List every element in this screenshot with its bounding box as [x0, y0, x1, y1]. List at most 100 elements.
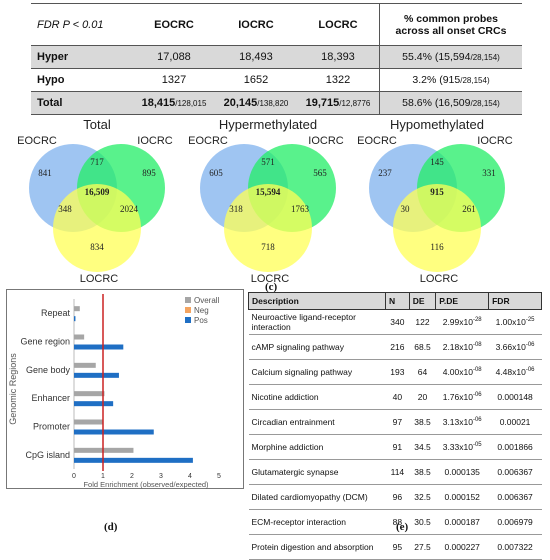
- bar-overall: [74, 362, 96, 368]
- venn-eo-io: 145: [430, 157, 444, 167]
- venn-1: Hypermethylated EOCRC IOCRC LOCRC 605 565 571 1…: [188, 117, 344, 285]
- pathway-de: 20: [417, 392, 428, 402]
- bar-overall: [74, 306, 80, 312]
- summary-table: FDR P < 0.01 EOCRC IOCRC LOCRC % common …: [31, 3, 522, 115]
- pde-mantissa: 0.000135: [444, 467, 480, 477]
- y-tick-label: Repeat: [41, 308, 71, 318]
- pct: 58.6% (16,509: [402, 97, 471, 109]
- venn-all: 15,594: [256, 187, 281, 197]
- row-label: Hypo: [31, 68, 133, 92]
- legend-swatch-neg: [185, 307, 191, 313]
- bar-overall: [74, 391, 105, 397]
- cell: 55.4% (15,594/28,154): [379, 45, 522, 69]
- x-tick-label: 5: [217, 473, 221, 480]
- pde-exponent: -06: [472, 392, 482, 399]
- venn-only-eocrc: 237: [378, 168, 392, 178]
- fdr-mantissa: 4.48x10: [495, 367, 526, 377]
- pathway-description: Neuroactive ligand-receptor interaction: [251, 312, 356, 332]
- x-tick-label: 1: [101, 473, 105, 480]
- venn-label-eocrc: EOCRC: [188, 135, 228, 147]
- pathway-description: Dilated cardiomyopathy (DCM): [251, 492, 368, 502]
- pathway-fdr: 0.00021: [489, 410, 542, 435]
- fdr-mantissa: 0.006367: [497, 467, 533, 477]
- legend-swatch-pos: [185, 317, 191, 323]
- panel-label-e: (e): [396, 521, 409, 533]
- pathway-de: 122: [415, 317, 430, 327]
- cell: 18,415/128,015: [133, 91, 215, 115]
- fdr-mantissa: 0.000148: [497, 392, 533, 402]
- pathway-n: 340: [390, 317, 405, 327]
- chart-frame: [6, 289, 244, 489]
- cell: 58.6% (16,509/28,154): [379, 91, 522, 115]
- val: 18,415: [141, 97, 176, 109]
- den: /12,8776: [339, 99, 371, 108]
- venn-label-eocrc: EOCRC: [17, 135, 57, 147]
- y-tick-label: Gene body: [26, 365, 71, 375]
- pct: 3.2% (915: [412, 74, 461, 86]
- pathway-pde: 1.76x10-06: [436, 385, 489, 410]
- pathway-de: 34.5: [414, 442, 431, 452]
- venn-only-eocrc: 841: [38, 168, 52, 178]
- fdr-exponent: -25: [525, 317, 535, 324]
- fdr-exponent: -06: [525, 367, 535, 374]
- pathway-description: ECM-receptor interaction: [251, 517, 346, 527]
- venn-circle-locrc: [224, 184, 312, 272]
- pathway-pde: 2.18x10-08: [436, 335, 489, 360]
- x-tick-label: 3: [159, 473, 163, 480]
- venn-only-iocrc: 331: [482, 168, 496, 178]
- fdr-mantissa: 0.001866: [497, 442, 533, 452]
- summary-header-row: FDR P < 0.01 EOCRC IOCRC LOCRC % common …: [31, 3, 522, 46]
- pathway-de: 30.5: [414, 517, 431, 527]
- pathway-description: Calcium signaling pathway: [251, 367, 353, 377]
- pathway-fdr: 0.000148: [489, 385, 542, 410]
- pathway-description: Morphine addiction: [251, 442, 324, 452]
- legend-label-neg: Neg: [194, 306, 209, 315]
- pathway-n: 88: [392, 517, 403, 527]
- cell: 18,393: [296, 45, 380, 69]
- cell: 3.2% (915/28,154): [379, 68, 522, 92]
- venn-label-iocrc: IOCRC: [308, 135, 344, 147]
- venn-title: Hypomethylated: [390, 117, 484, 132]
- x-tick-label: 0: [72, 473, 76, 480]
- pathway-fdr: 0.006367: [489, 460, 542, 485]
- den: /138,820: [257, 99, 289, 108]
- venn-2: Hypomethylated EOCRC IOCRC LOCRC 237 331 145 91…: [357, 117, 513, 285]
- fold-enrichment-chart: Repeat Gene region Gene body Enhancer Promot…: [6, 289, 244, 489]
- pathway-de: 68.5: [414, 342, 431, 352]
- pathway-fdr: 3.66x10-06: [489, 335, 542, 360]
- pathway-description: Circadian entrainment: [251, 417, 335, 427]
- panel-label-d: (d): [104, 521, 118, 533]
- col-pde: P.DE: [435, 292, 490, 310]
- fdr-mantissa: 0.007322: [497, 542, 533, 552]
- pathway-fdr: 0.006979: [489, 510, 542, 535]
- pathway-pde: 0.000187: [436, 510, 489, 535]
- fdr-mantissa: 3.66x10: [495, 342, 526, 352]
- row-label: Hyper: [31, 45, 133, 69]
- pathway-fdr: 0.006367: [489, 485, 542, 510]
- cell: 1652: [214, 68, 297, 92]
- col-n: N: [385, 292, 410, 310]
- cell: 1327: [133, 68, 215, 92]
- table-row: ECM-receptor interaction 88 30.5 0.000187 0.…: [248, 510, 542, 535]
- venn-circle-locrc: [393, 184, 481, 272]
- legend-swatch-overall: [185, 297, 191, 303]
- venn-io-lo: 2024: [120, 204, 139, 214]
- pathway-table: Description N DE P.DE FDR Neuroactive li…: [248, 292, 542, 560]
- venn-eo-lo: 318: [229, 204, 243, 214]
- cell: 1322: [296, 68, 380, 92]
- venn-title: Hypermethylated: [219, 117, 317, 132]
- pathway-de: 27.5: [414, 542, 431, 552]
- pathway-fdr: 4.48x10-06: [489, 360, 542, 385]
- x-axis-label: Fold Enrichment (observed/expected): [83, 480, 209, 489]
- table-row: Total 18,415/128,015 20,145/138,820 19,7…: [31, 91, 522, 115]
- table-row: Morphine addiction 91 34.5 3.33x10-05 0.0018…: [248, 435, 542, 460]
- bar-overall: [74, 419, 103, 425]
- pde-mantissa: 4.00x10: [442, 367, 473, 377]
- cell: 17,088: [133, 45, 215, 69]
- venn-diagrams: Total EOCRC IOCRC LOCRC 841 895 717 16,509 348 20…: [17, 117, 513, 285]
- col-eocrc: EOCRC: [133, 3, 215, 46]
- legend-label-overall: Overall: [194, 296, 220, 305]
- venn-only-eocrc: 605: [209, 168, 223, 178]
- table-row: Circadian entrainment 97 38.5 3.13x10-06 0.0…: [248, 410, 542, 435]
- venn-only-iocrc: 895: [142, 168, 156, 178]
